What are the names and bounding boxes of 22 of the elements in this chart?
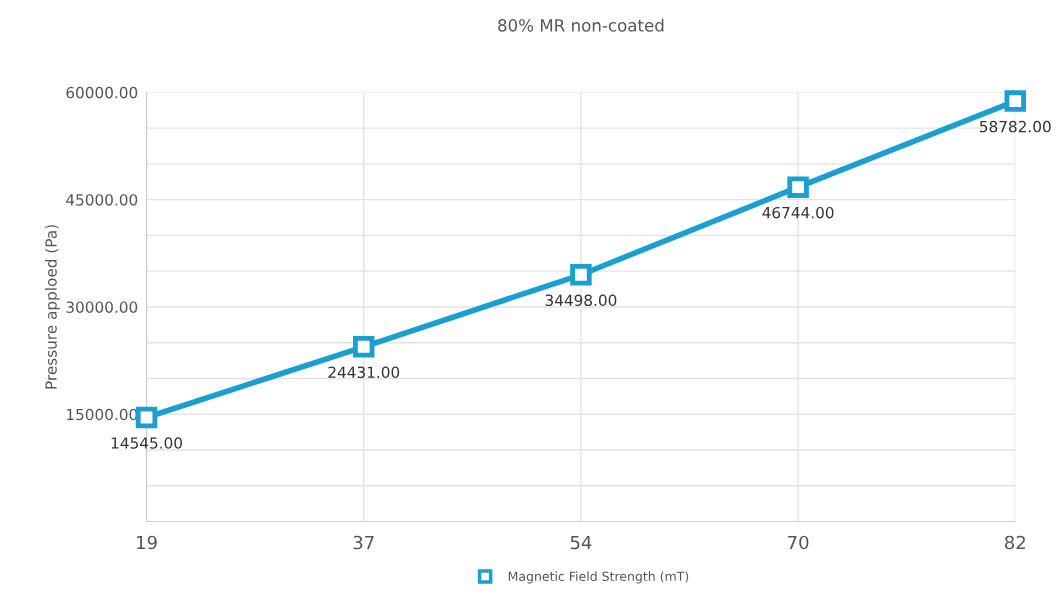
- x-tick-label: 37: [353, 535, 374, 550]
- legend-label: Magnetic Field Strength (mT): [508, 571, 689, 584]
- x-tick-label: 54: [570, 535, 592, 550]
- y-axis-title: Pressure apploed (Pa): [44, 225, 60, 389]
- point: [787, 176, 809, 198]
- y-tick-label: 60000.00: [66, 86, 138, 99]
- y-tick-label: 30000.00: [66, 301, 138, 313]
- point: [352, 336, 375, 358]
- chart-title: 80% MR non-coated: [498, 18, 664, 32]
- data-label: 46744.00: [762, 206, 834, 219]
- y-tick-label: 45000.00: [66, 194, 138, 206]
- x-tick-label: 70: [788, 535, 809, 550]
- point: [135, 406, 158, 429]
- data-label: 14545.00: [111, 437, 182, 449]
- x-tick-label: 19: [137, 535, 157, 550]
- x-tick-label: 82: [1005, 535, 1025, 550]
- data-label: 24431.00: [328, 366, 400, 379]
- point: [570, 264, 592, 286]
- data-label: 34498.00: [545, 294, 617, 307]
- data-label: 58782.00: [980, 120, 1051, 133]
- point: [1004, 90, 1027, 112]
- y-tick-label: 15000.00: [67, 408, 138, 421]
